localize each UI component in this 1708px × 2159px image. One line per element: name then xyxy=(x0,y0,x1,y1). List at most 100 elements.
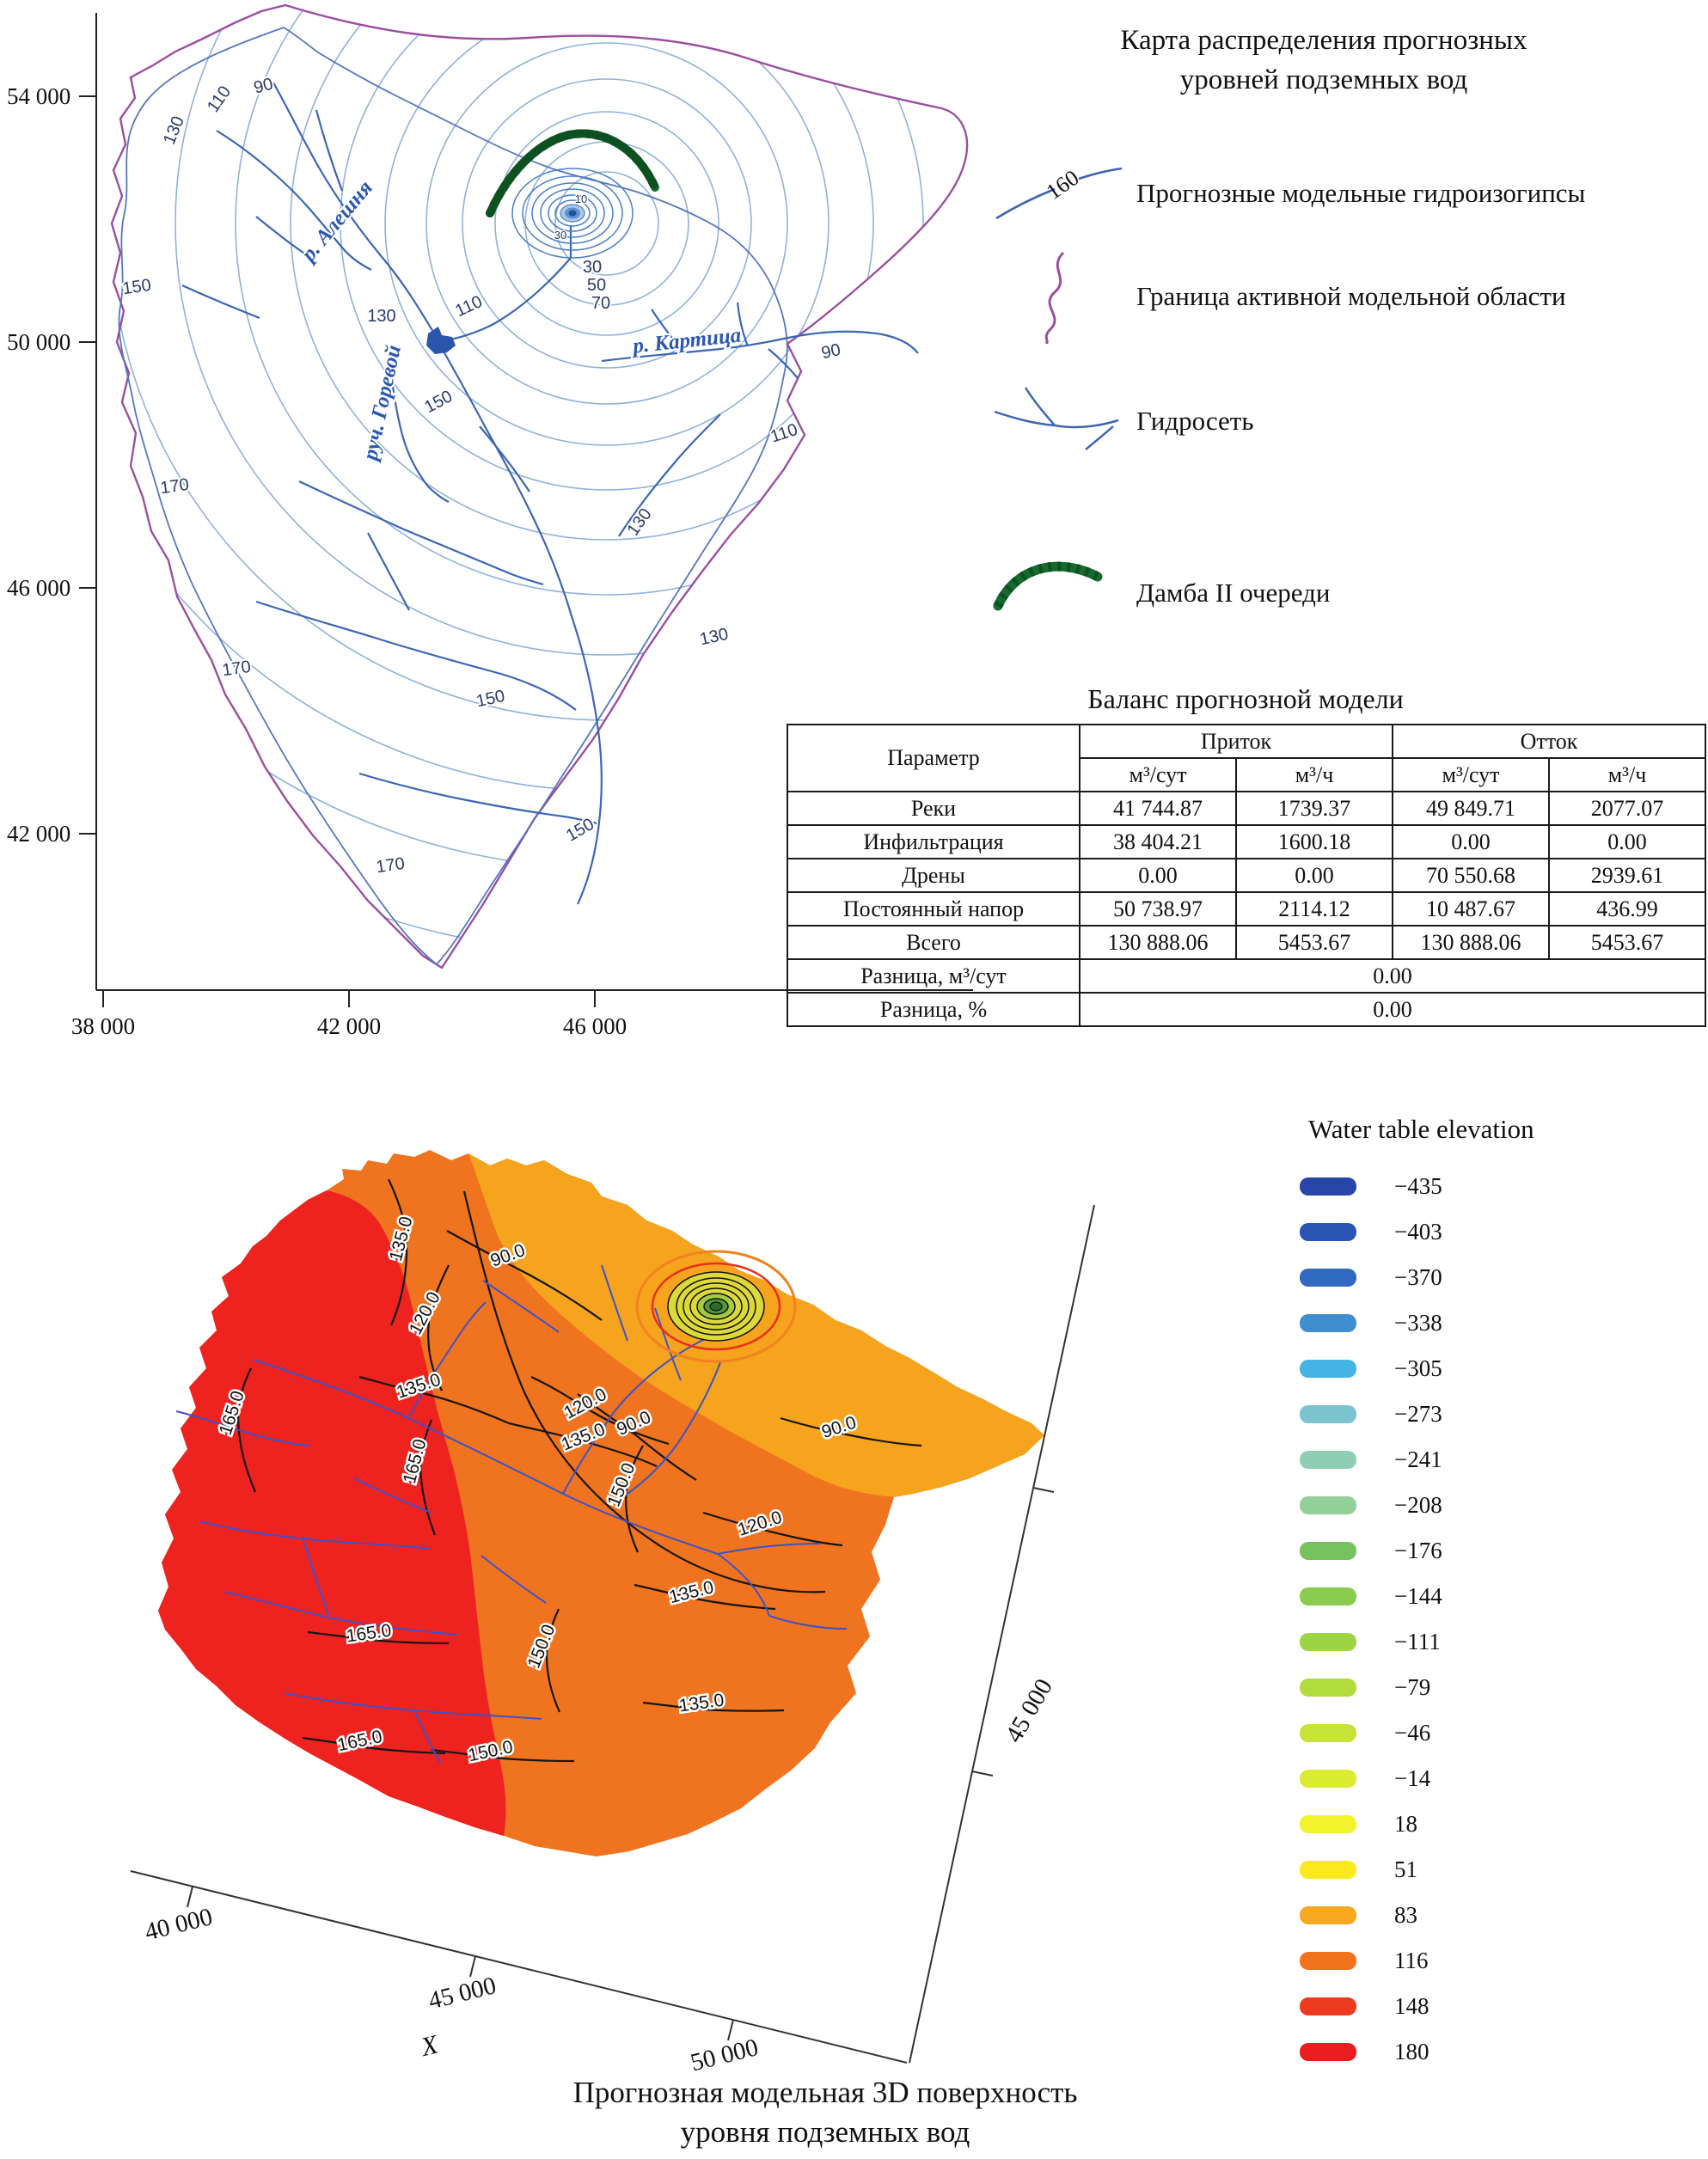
y-tick-label: 50 000 xyxy=(7,329,70,355)
elevation-value: −46 xyxy=(1394,1720,1431,1746)
table-row: Постоянный напор 50 738.97 2114.12 10 48… xyxy=(787,891,1707,927)
table-cell: 50 738.97 xyxy=(1079,891,1237,927)
table-row: Дрены 0.00 0.00 70 550.68 2939.61 xyxy=(787,858,1707,893)
surface-river-network xyxy=(175,1264,848,1765)
table-cell: 2077.07 xyxy=(1547,791,1707,826)
hydroisohypse-symbol-icon: 160 xyxy=(980,146,1136,241)
river-network xyxy=(181,82,919,905)
table-row: Реки 41 744.87 1739.37 49 849.71 2077.07 xyxy=(787,791,1707,826)
contour-label: 130 xyxy=(698,625,730,649)
x-tick-label: 38 000 xyxy=(71,1013,135,1039)
elevation-legend-row: −370 xyxy=(1300,1255,1704,1300)
elevation-legend: Water table elevation −435 −403 −370 −33… xyxy=(1300,1114,1704,2075)
elevation-swatch xyxy=(1300,1906,1356,1924)
contour-label: 130 xyxy=(624,505,656,540)
elevation-value: −14 xyxy=(1394,1765,1431,1791)
elevation-value: −208 xyxy=(1394,1492,1442,1518)
contour-label: 10 xyxy=(575,193,587,205)
elevation-legend-row: 180 xyxy=(1300,2029,1704,2075)
elevation-legend-row: −273 xyxy=(1300,1391,1704,1437)
y-tick-label: 46 000 xyxy=(7,575,70,601)
dam-arc xyxy=(486,129,659,217)
table-cell: 70 550.68 xyxy=(1392,858,1550,893)
table-cell: 0.00 xyxy=(1079,858,1237,893)
table-cell-param: Постоянный напор xyxy=(787,891,1081,927)
legend-item-dam: Дамба II очереди xyxy=(980,546,1706,640)
elevation-value: −111 xyxy=(1394,1629,1441,1654)
elevation-value: −273 xyxy=(1394,1401,1442,1427)
contour-label: 90 xyxy=(820,340,842,363)
reservoir xyxy=(426,327,456,354)
elevation-swatch xyxy=(1300,1269,1356,1287)
elevation-legend-row: −176 xyxy=(1300,1528,1704,1574)
elevation-swatch xyxy=(1300,1405,1356,1423)
drawdown-cone xyxy=(511,168,634,259)
map-title-line1: Карта распределения прогнозных xyxy=(1120,25,1527,56)
x-tick-label: 42 000 xyxy=(317,1013,381,1039)
legend-item-hydronetwork: Гидросеть xyxy=(980,374,1706,468)
elevation-swatch xyxy=(1300,1496,1356,1514)
elevation-value: −241 xyxy=(1394,1446,1442,1472)
contour-label: 90 xyxy=(252,75,275,98)
table-header-inflow: Приток xyxy=(1079,724,1393,759)
table-row: Разница, % 0.00 xyxy=(787,992,1707,1027)
table-cell: 130 888.06 xyxy=(1392,925,1550,960)
x-tick-label: 50 000 xyxy=(688,2034,761,2076)
table-cell: 2114.12 xyxy=(1235,891,1393,927)
elevation-value: 116 xyxy=(1394,1948,1429,1973)
contour-label: 150 xyxy=(474,687,506,711)
elevation-legend-row: −208 xyxy=(1300,1483,1704,1528)
contour-label: 110 xyxy=(452,292,485,321)
table-row: Разница, м³/сут 0.00 xyxy=(787,958,1707,994)
table-cell: 0.00 xyxy=(1078,958,1707,994)
contour-label: 30 xyxy=(583,258,602,277)
table-row: Инфильтрация 38 404.21 1600.18 0.00 0.00 xyxy=(787,824,1707,859)
map-title-line2: уровней подземных вод xyxy=(1179,64,1468,95)
balance-table-title: Баланс прогнозной модели xyxy=(1087,683,1404,714)
contour-label: 30 xyxy=(554,229,566,242)
elevation-value: −144 xyxy=(1394,1583,1442,1609)
table-cell-param: Разница, % xyxy=(787,992,1081,1027)
elevation-value: −79 xyxy=(1394,1674,1431,1700)
elevation-swatch xyxy=(1300,1952,1356,1970)
top-map: 54 000 50 000 46 000 42 000 38 000 42 00… xyxy=(7,3,973,1039)
table-cell: 0.00 xyxy=(1078,992,1707,1027)
river-label: руч. Горевой xyxy=(358,343,406,464)
legend-item-hydroisohypse: 160 Прогнозные модельные гидроизогипсы xyxy=(980,146,1706,241)
elevation-legend-row: −305 xyxy=(1300,1346,1704,1391)
x-axis-label: X xyxy=(416,2028,442,2062)
elevation-value: −338 xyxy=(1394,1310,1442,1336)
table-cell: 10 487.67 xyxy=(1392,891,1550,927)
contour-label: 150 xyxy=(421,387,456,417)
table-cell: 5453.67 xyxy=(1235,925,1393,960)
map-legend: Карта распределения прогнозных уровней п… xyxy=(980,9,1706,679)
table-header-outflow: Отток xyxy=(1391,724,1707,759)
table-cell: 1739.37 xyxy=(1235,791,1393,826)
elevation-swatch xyxy=(1300,1770,1356,1788)
table-cell-param: Дрены xyxy=(787,858,1081,893)
contour-label: 170 xyxy=(221,657,252,680)
table-cell: 38 404.21 xyxy=(1079,824,1237,859)
table-cell-param: Всего xyxy=(787,925,1081,960)
balance-table: Параметр Приток Отток м³/сут м³/ч м³/сут… xyxy=(787,724,1707,1027)
elevation-legend-row: 148 xyxy=(1300,1984,1704,2029)
elevation-legend-row: 51 xyxy=(1300,1847,1704,1893)
table-header-unit: м³/ч xyxy=(1235,757,1393,792)
elevation-value: 83 xyxy=(1394,1902,1417,1928)
contour-label: 110 xyxy=(204,83,235,116)
contour-label: 130 xyxy=(367,307,395,326)
contour-label: 150 xyxy=(563,815,597,846)
y-tick-label: 42 000 xyxy=(7,821,70,847)
elevation-value: −305 xyxy=(1394,1355,1442,1381)
elevation-swatch xyxy=(1300,1451,1356,1469)
elevation-legend-row: −403 xyxy=(1300,1209,1704,1255)
x-tick-label: 40 000 xyxy=(142,1903,215,1946)
elevation-legend-row: −111 xyxy=(1300,1619,1704,1665)
elevation-value: −403 xyxy=(1394,1219,1442,1245)
boundary-symbol-icon xyxy=(980,249,1136,344)
legend-symbol-value: 160 xyxy=(1042,165,1084,205)
table-cell: 0.00 xyxy=(1392,824,1550,859)
legend-item-label: Граница активной модельной области xyxy=(1136,281,1566,311)
table-cell: 49 849.71 xyxy=(1392,791,1550,826)
elevation-value: 148 xyxy=(1394,1993,1429,2019)
